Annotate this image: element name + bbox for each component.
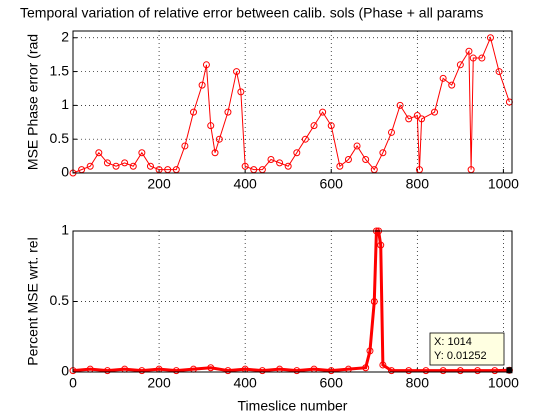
data-point [129, 162, 137, 170]
x-tick-label: 800 [406, 375, 430, 391]
y-axis-label: MSE Phase error (rad [25, 34, 41, 170]
data-point [233, 68, 241, 76]
data-point [172, 367, 180, 375]
datatip-text: Y: 0.01252 [434, 350, 487, 362]
data-point [211, 149, 219, 157]
data-point [379, 149, 387, 157]
x-tick-label: 1000 [488, 375, 519, 391]
datatip-box [429, 332, 505, 366]
data-point [439, 367, 447, 375]
data-point [405, 367, 413, 375]
y-tick-label: 1.5 [50, 62, 70, 78]
data-point [319, 108, 327, 116]
data-point [469, 54, 477, 62]
x-tick-label: 1000 [488, 176, 519, 192]
x-axis-label: Timeslice number [238, 398, 348, 414]
y-tick-label: 1 [61, 222, 69, 238]
x-tick-label: 200 [147, 375, 171, 391]
data-point [327, 122, 335, 130]
data-point [138, 149, 146, 157]
x-tick-label: 400 [233, 176, 257, 192]
data-point [112, 162, 120, 170]
data-point [258, 367, 266, 375]
y-tick-label: 1 [61, 96, 69, 112]
data-point [478, 54, 486, 62]
data-point [465, 47, 473, 55]
data-point [121, 159, 129, 167]
x-tick-label: 600 [320, 176, 344, 192]
y-tick-label: 2 [61, 28, 69, 44]
data-point [267, 155, 275, 163]
data-point [431, 108, 439, 116]
x-tick-label: 0 [69, 375, 77, 391]
data-point [456, 367, 464, 375]
data-point [387, 367, 395, 375]
data-point [276, 159, 284, 167]
data-point [224, 367, 232, 375]
axes-box [72, 230, 513, 373]
data-point [241, 162, 249, 170]
data-point [293, 367, 301, 375]
data-point [474, 367, 482, 375]
data-point [495, 68, 503, 76]
data-point [207, 122, 215, 130]
datatip-text: X: 1014 [434, 336, 472, 348]
data-point [207, 364, 215, 372]
data-point [377, 241, 385, 249]
data-point [396, 101, 404, 109]
data-point [103, 367, 111, 375]
data-point [448, 81, 456, 89]
data-point [456, 61, 464, 69]
data-point [103, 159, 111, 167]
data-point [362, 155, 370, 163]
data-point [224, 108, 232, 116]
data-point [284, 162, 292, 170]
y-tick-label: 0 [61, 164, 69, 180]
data-point [146, 162, 154, 170]
data-point [413, 112, 421, 120]
data-point [418, 115, 426, 123]
data-point [336, 162, 344, 170]
y-tick-label: 0 [61, 363, 69, 379]
data-point [486, 34, 494, 42]
data-point [198, 81, 206, 89]
y-axis-label: Percent MSE wrt. rel [25, 237, 41, 365]
data-point [310, 122, 318, 130]
plot-area [73, 31, 512, 173]
data-point [215, 135, 223, 143]
data-point [379, 361, 387, 369]
data-point [344, 155, 352, 163]
data-point [86, 162, 94, 170]
x-tick-label: 800 [406, 176, 430, 192]
data-point [439, 74, 447, 82]
data-point [370, 298, 378, 305]
data-point [138, 367, 146, 375]
axes-box [72, 30, 513, 174]
data-point [327, 367, 335, 375]
data-point [202, 61, 210, 69]
data-point [353, 142, 361, 150]
datatip-marker [506, 367, 513, 374]
data-point [95, 149, 103, 157]
x-tick-label: 200 [147, 176, 171, 192]
data-point [405, 115, 413, 123]
data-point [190, 108, 198, 116]
data-point [387, 128, 395, 136]
data-point [181, 142, 189, 150]
data-point [366, 347, 374, 355]
x-tick-label: 400 [233, 375, 257, 391]
data-point [491, 367, 499, 375]
data-point [237, 88, 245, 96]
data-point [422, 367, 430, 375]
y-tick-label: 0.5 [50, 130, 70, 146]
chart-title: Temporal variation of relative error bet… [20, 5, 483, 21]
x-tick-label: 600 [320, 375, 344, 391]
data-point [301, 135, 309, 143]
data-point [293, 149, 301, 157]
y-tick-label: 0.5 [50, 292, 70, 308]
data-point [362, 364, 370, 372]
